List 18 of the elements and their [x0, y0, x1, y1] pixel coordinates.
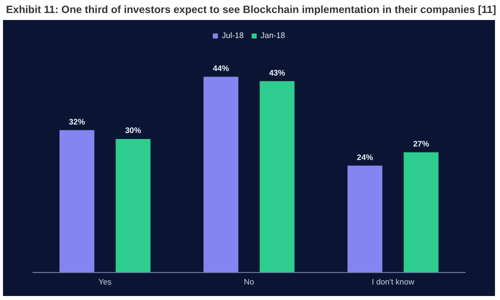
x-tick-label: No: [244, 277, 255, 286]
bar: [348, 166, 382, 272]
data-label: 32%: [68, 117, 85, 126]
x-tick-label: I don't know: [372, 277, 414, 286]
data-label: 43%: [269, 68, 286, 78]
legend-label: Jul-18: [222, 31, 244, 40]
data-label: 24%: [356, 152, 373, 162]
legend-label: Jan-18: [260, 31, 286, 40]
bar: [116, 138, 150, 272]
chart-title: Exhibit 11: One third of investors expect to see Blockchain implementation in their companies [11]: [5, 3, 498, 18]
bar: [204, 76, 238, 272]
data-label: 30%: [125, 126, 142, 136]
data-label: 27%: [413, 140, 430, 149]
data-label: 44%: [212, 64, 229, 73]
bar: [260, 81, 294, 272]
bar: [60, 130, 94, 272]
x-tick-label: Yes: [98, 277, 112, 286]
bar: [404, 152, 438, 272]
